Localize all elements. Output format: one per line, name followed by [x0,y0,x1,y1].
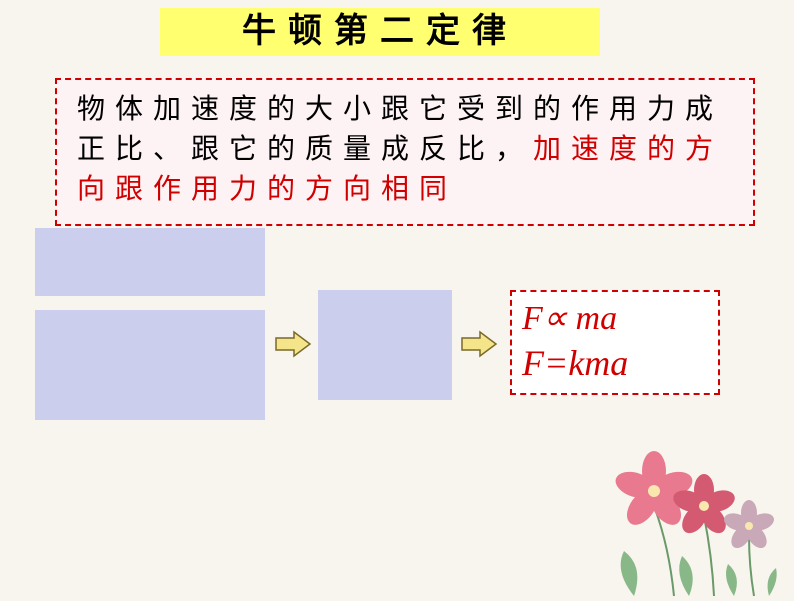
formula-box: F∝ ma F=kma [510,290,720,395]
placeholder-box-1 [35,228,265,296]
arrow-icon-1 [274,330,312,358]
definition-box: 物体加速度的大小跟它受到的作用力成正比、跟它的质量成反比，加速度的方向跟作用力的… [55,78,755,226]
placeholder-box-2 [35,310,265,420]
page-title: 牛顿第二定律 [160,8,600,56]
formula-line-2: F=kma [522,341,708,385]
flower-decoration-icon [554,396,794,596]
placeholder-box-3 [318,290,452,400]
arrow-icon-2 [460,330,498,358]
formula-line-1: F∝ ma [522,297,708,341]
